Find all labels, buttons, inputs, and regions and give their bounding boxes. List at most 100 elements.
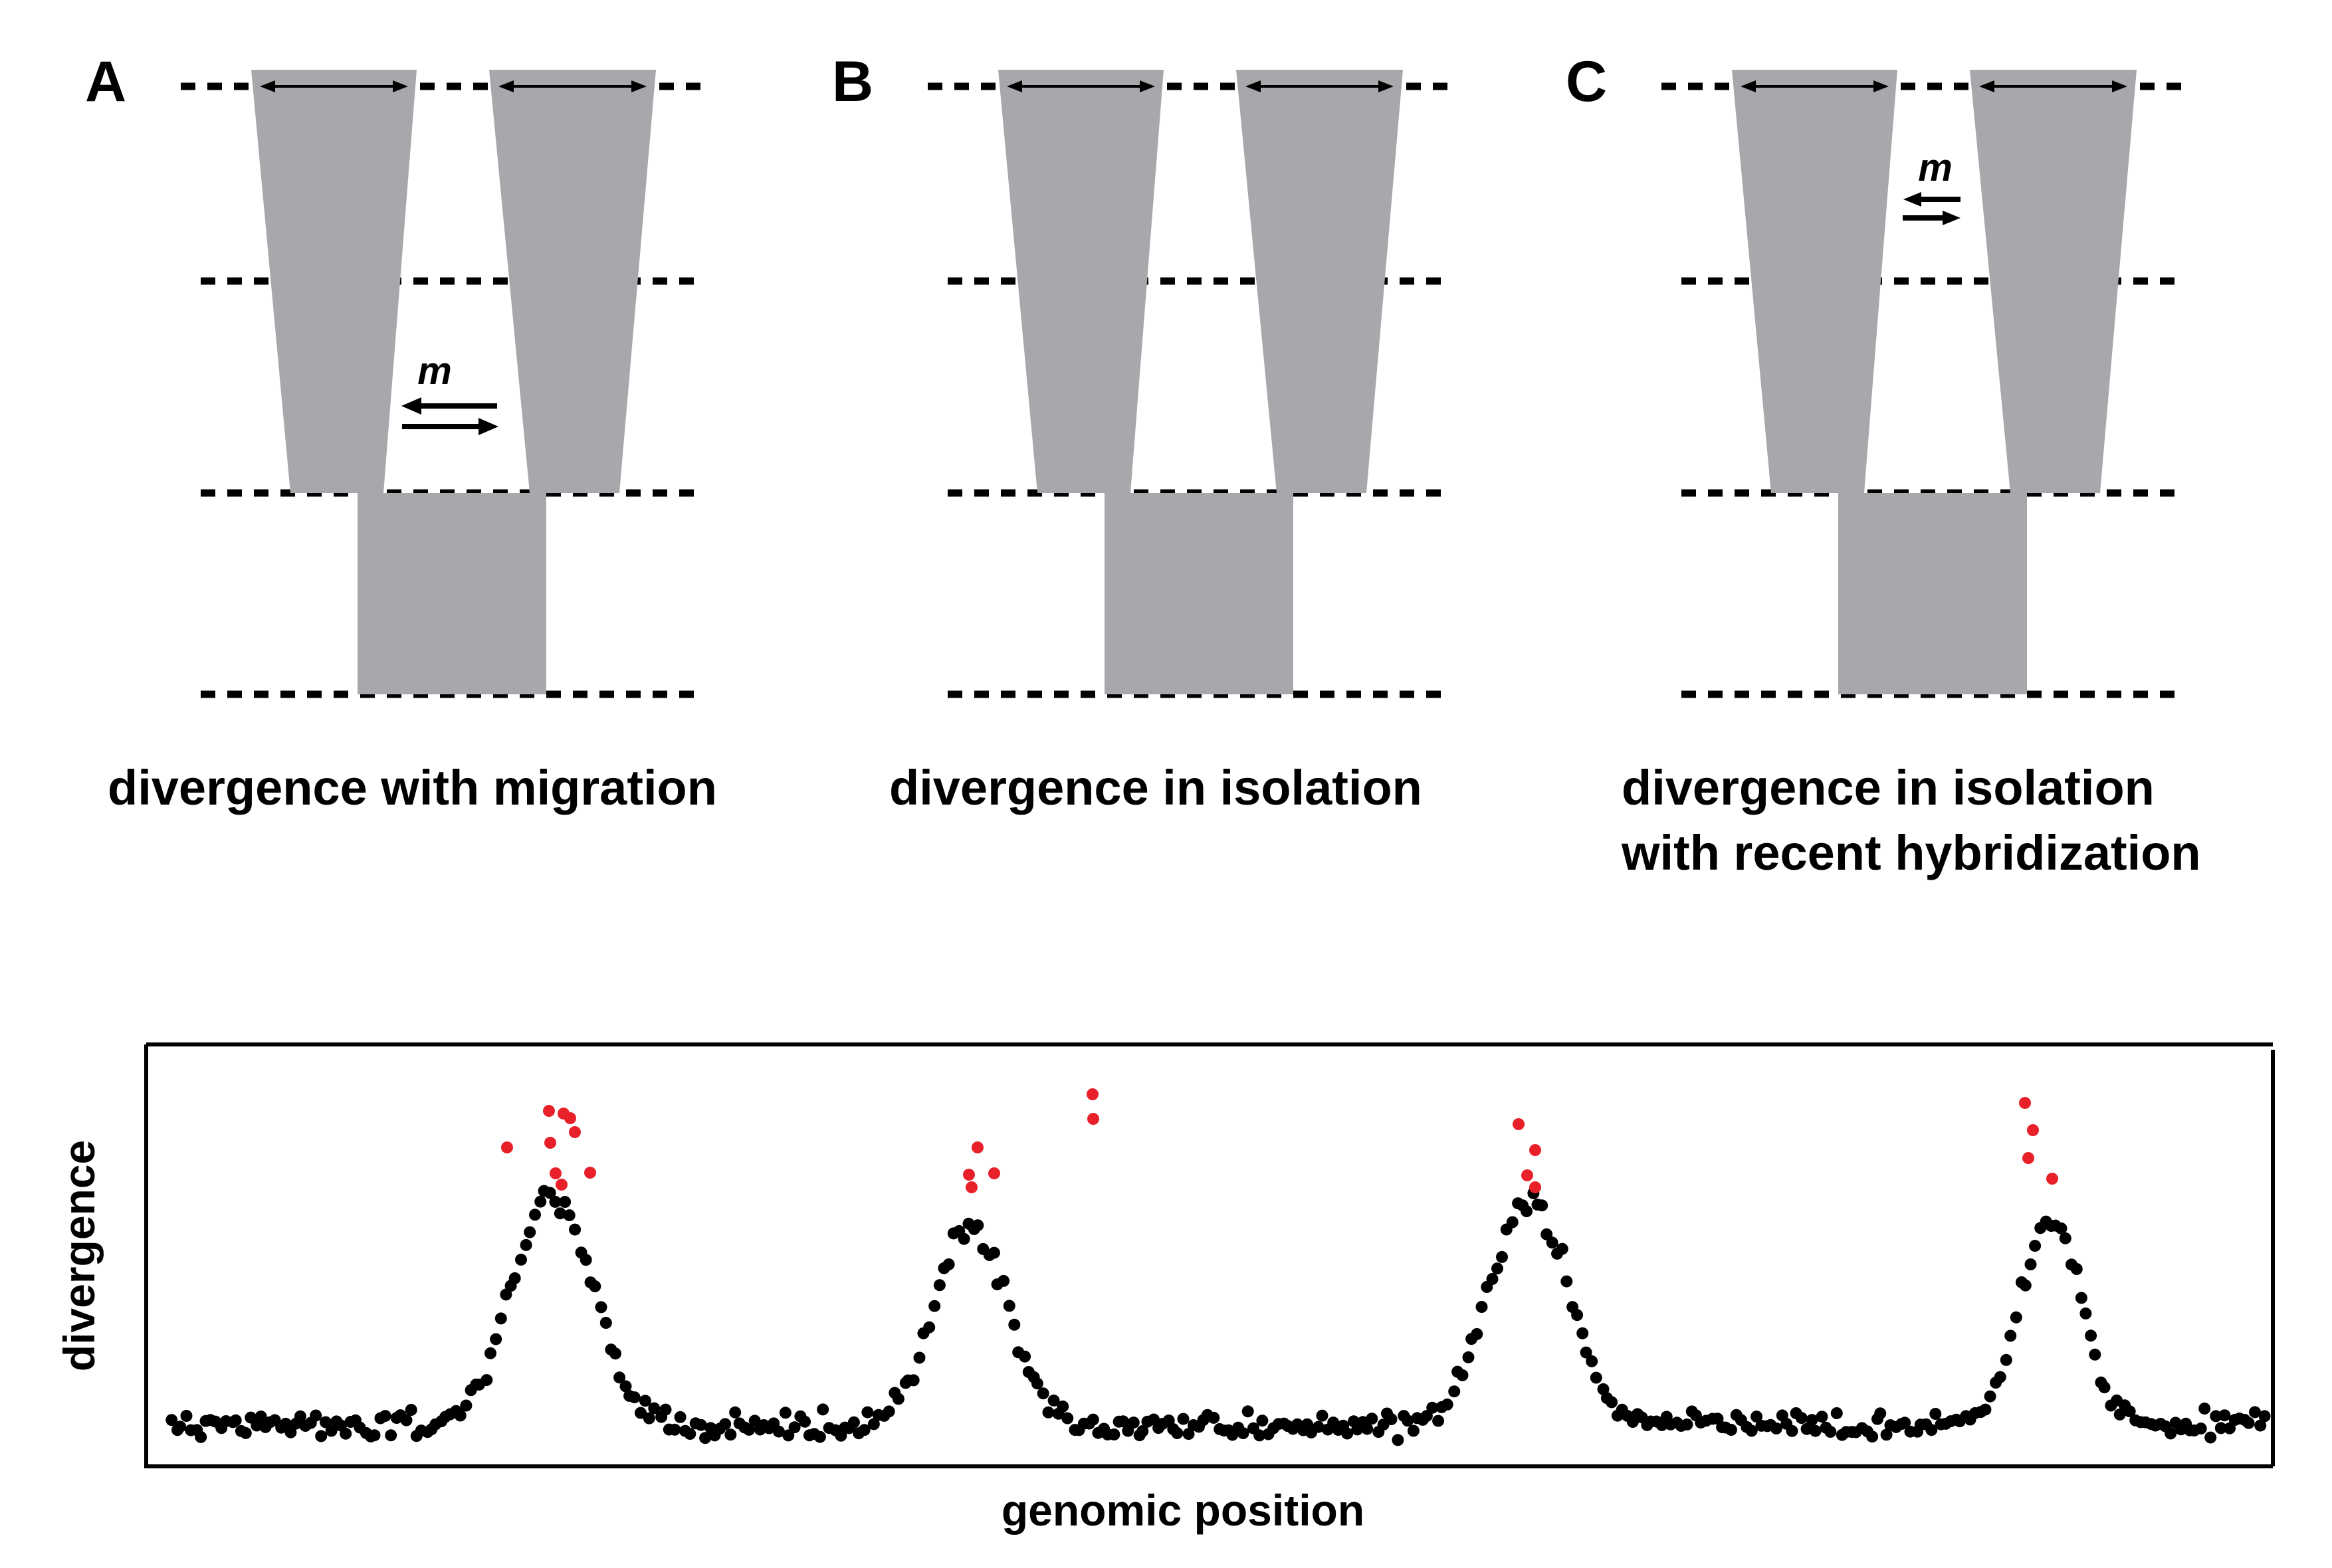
data-point [942, 1258, 955, 1270]
data-point [2070, 1263, 2083, 1275]
data-point [508, 1272, 521, 1284]
data-point [1475, 1301, 1488, 1313]
data-point [559, 1196, 572, 1208]
divergence-plot: genomic position divergence [54, 1042, 2275, 1535]
data-point [454, 1409, 467, 1422]
data-point [174, 1421, 187, 1433]
data-point [907, 1374, 920, 1387]
data-point [2210, 1410, 2222, 1422]
data-point [1745, 1424, 1758, 1437]
data-point [524, 1226, 536, 1238]
data-point [858, 1424, 871, 1436]
data-point [1590, 1371, 1602, 1384]
data-point [599, 1317, 612, 1329]
data-point [400, 1414, 413, 1426]
data-point [847, 1416, 860, 1428]
data-point [1806, 1414, 1818, 1426]
caption-a: divergence with migration [108, 760, 717, 815]
data-point [772, 1425, 785, 1438]
data-point [1448, 1385, 1461, 1398]
data-point [2165, 1427, 2177, 1440]
data-point [239, 1426, 252, 1439]
plot-frame [144, 1042, 2273, 1468]
data-point [1108, 1428, 1120, 1440]
data-point [595, 1301, 607, 1314]
outlier-point [1087, 1113, 1099, 1125]
data-point [1253, 1429, 1266, 1442]
data-point [1571, 1309, 1584, 1322]
data-point [1256, 1415, 1269, 1427]
data-point [609, 1347, 621, 1360]
data-point [817, 1403, 829, 1416]
data-point [2258, 1410, 2271, 1422]
data-point [883, 1405, 895, 1418]
data-point [643, 1412, 655, 1424]
data-point [2218, 1409, 2231, 1422]
ancestral-population [1105, 493, 1293, 694]
caption-c-line-1: divergence in isolation [1622, 760, 2155, 815]
data-point [1432, 1415, 1445, 1427]
daughter-population-left [998, 70, 1164, 493]
data-point [294, 1410, 306, 1422]
data-point [2029, 1240, 2042, 1252]
data-points [165, 1088, 2271, 1446]
data-point [520, 1238, 532, 1251]
data-point [1809, 1424, 1822, 1437]
data-point [2098, 1381, 2111, 1394]
data-point [1874, 1407, 1887, 1420]
data-point [1087, 1413, 1099, 1426]
data-point [340, 1427, 352, 1440]
data-point [544, 1187, 556, 1199]
data-point [1136, 1425, 1149, 1437]
data-point [1441, 1398, 1453, 1411]
population-size-arrow-left [1007, 80, 1155, 92]
data-point [861, 1406, 874, 1419]
outlier-point [966, 1181, 978, 1193]
data-point [1979, 1403, 1992, 1416]
data-point [1061, 1412, 1074, 1424]
data-point [1019, 1350, 1031, 1363]
data-point [867, 1418, 880, 1430]
data-point [165, 1414, 178, 1426]
data-point [813, 1430, 826, 1443]
outlier-point [1529, 1181, 1541, 1193]
data-point [699, 1432, 712, 1444]
outlier-point [544, 1137, 556, 1149]
data-point [719, 1418, 732, 1430]
data-point [2089, 1348, 2101, 1361]
migration-label: m [417, 349, 452, 393]
data-point [320, 1416, 332, 1428]
migration-arrows [1903, 192, 1961, 225]
daughter-population-right [1970, 70, 2137, 493]
data-point [1880, 1428, 1893, 1441]
population-size-arrow-right [1245, 80, 1394, 92]
outlier-point [569, 1126, 581, 1138]
data-point [1725, 1424, 1737, 1436]
data-point [580, 1254, 592, 1266]
outlier-point [2022, 1152, 2034, 1164]
data-point [1057, 1400, 1069, 1413]
daughter-population-left [1732, 70, 1897, 493]
data-point [2000, 1353, 2012, 1366]
data-point [1385, 1413, 1398, 1425]
data-point [1171, 1427, 1184, 1439]
outlier-point [2046, 1173, 2058, 1185]
data-point [743, 1423, 756, 1436]
data-point [669, 1423, 681, 1436]
outlier-point [501, 1141, 513, 1153]
data-point [619, 1380, 632, 1393]
data-point [494, 1312, 507, 1325]
data-point [1586, 1355, 1598, 1367]
ancestral-population [358, 493, 546, 694]
data-point [1899, 1417, 1911, 1429]
data-point [1824, 1426, 1837, 1438]
outlier-point [1513, 1118, 1525, 1130]
data-point [639, 1395, 651, 1407]
data-point [1681, 1419, 1693, 1430]
data-point [892, 1393, 904, 1405]
data-point [2024, 1258, 2037, 1270]
data-point [2059, 1232, 2071, 1244]
data-point [405, 1404, 417, 1416]
outlier-point [584, 1167, 596, 1179]
outlier-point [988, 1167, 1000, 1179]
